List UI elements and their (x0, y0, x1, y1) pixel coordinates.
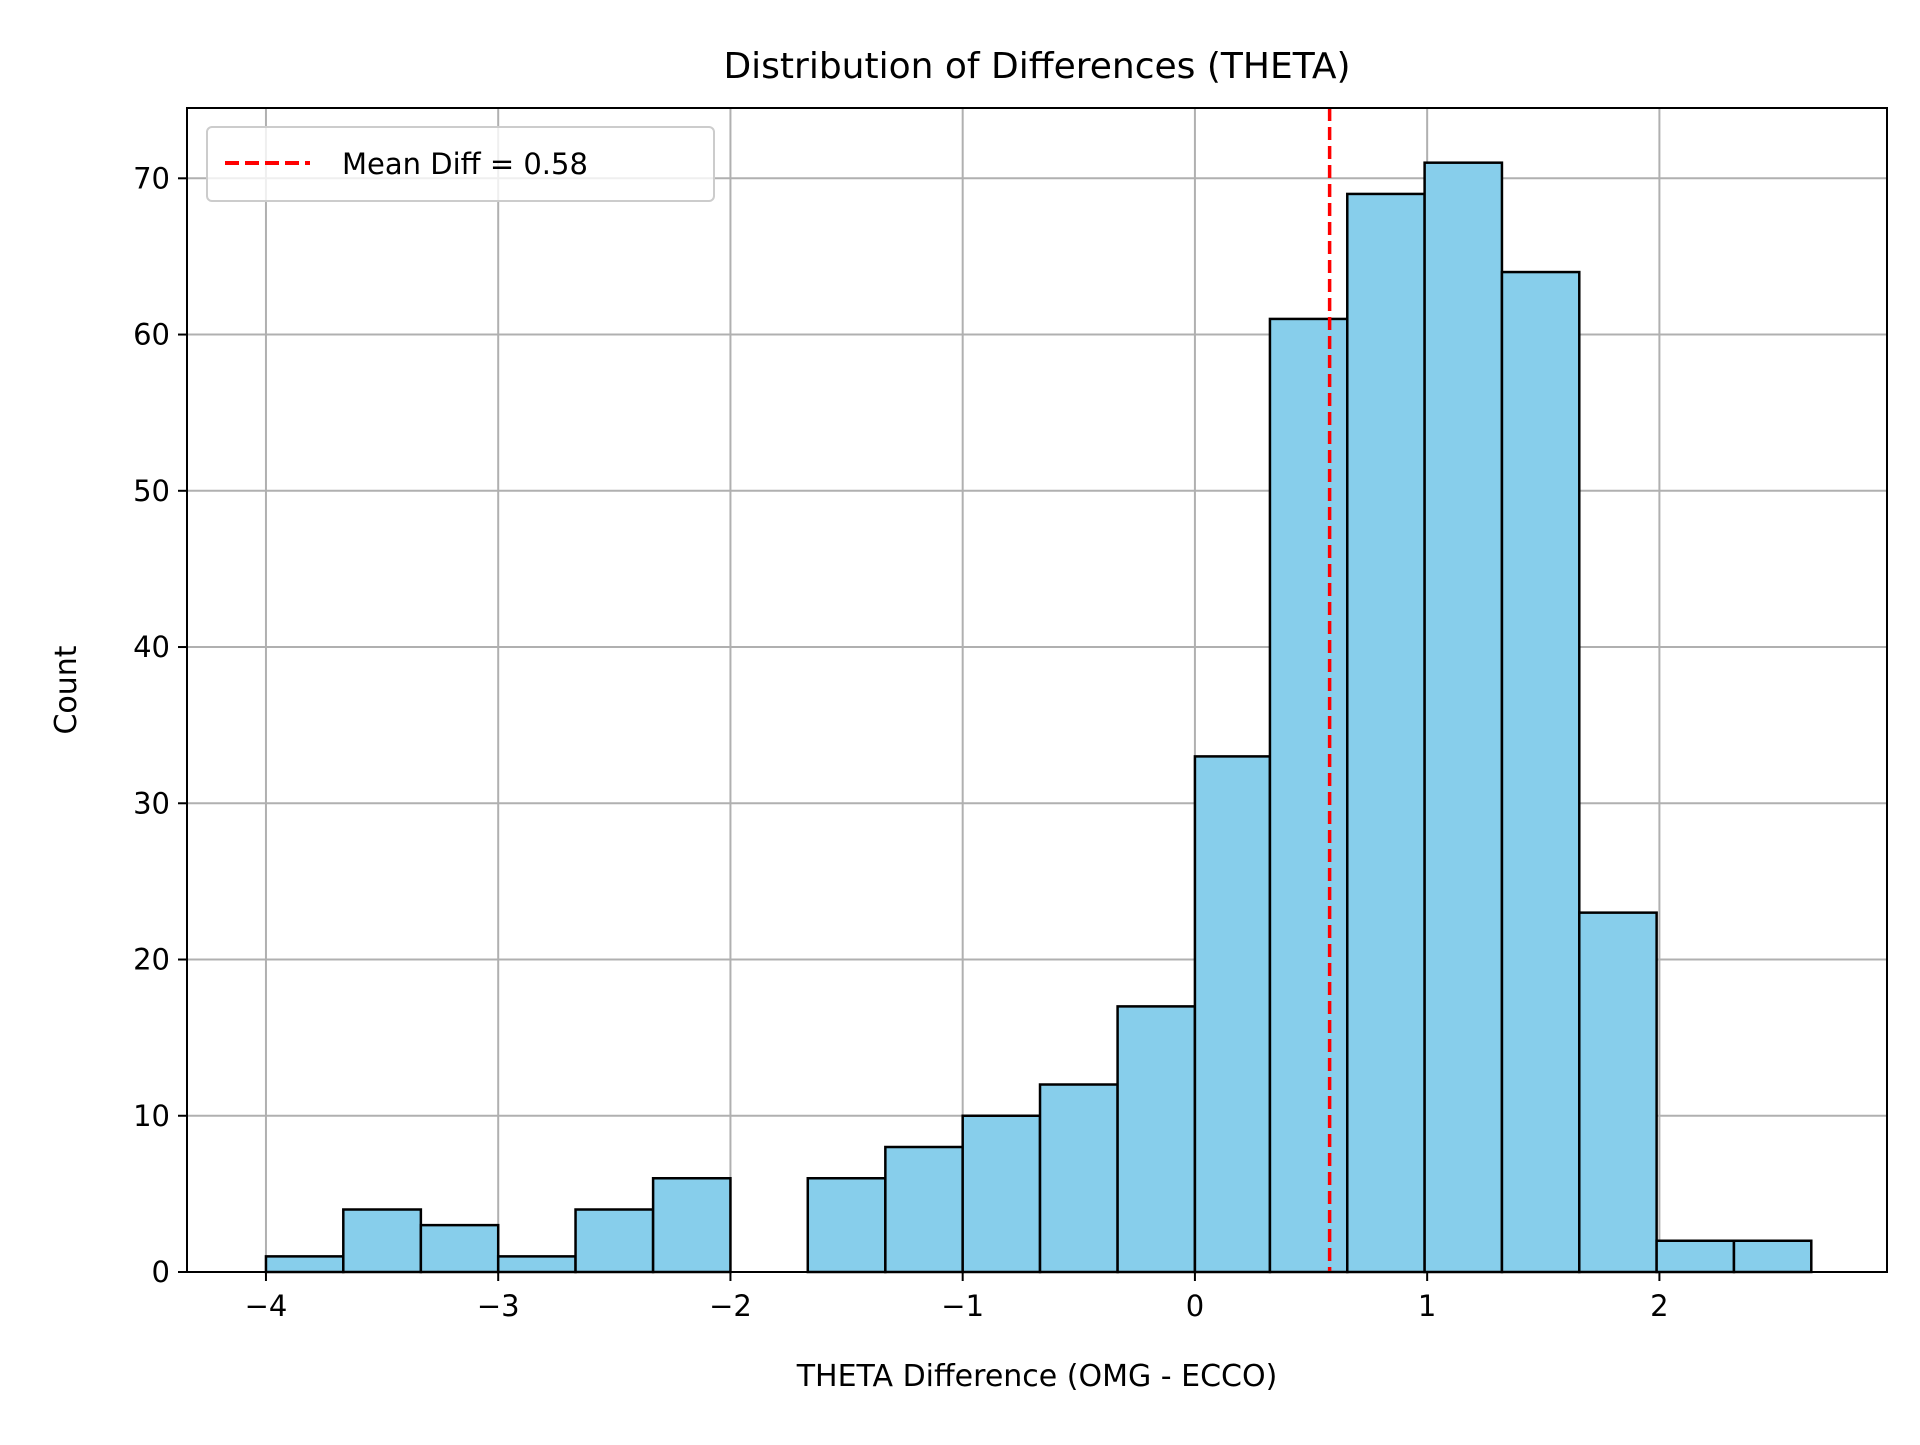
histogram-bar (1655, 1239, 1736, 1274)
histogram-bar (884, 1145, 964, 1274)
y-axis-ticks: 0 10 20 30 40 50 60 70 (133, 161, 187, 1289)
y-tick-label: 40 (133, 630, 170, 664)
y-tick-label: 10 (133, 1099, 170, 1133)
histogram-bar (1732, 1239, 1813, 1274)
y-tick-label: 0 (152, 1255, 170, 1289)
histogram-bar (1578, 911, 1658, 1274)
x-axis-label: THETA Difference (OMG - ECCO) (796, 1359, 1278, 1394)
legend-label: Mean Diff = 0.58 (342, 147, 588, 181)
x-tick-label: 0 (1186, 1289, 1204, 1323)
x-tick-label: 2 (1650, 1289, 1668, 1323)
histogram-bar (264, 1255, 345, 1274)
x-tick-label: −4 (245, 1289, 288, 1323)
x-tick-label: −1 (941, 1289, 984, 1323)
histogram-bars (264, 161, 1813, 1274)
x-tick-label: 1 (1418, 1289, 1436, 1323)
chart-title: Distribution of Differences (THETA) (723, 46, 1350, 87)
y-tick-label: 70 (133, 161, 170, 195)
histogram-bar (342, 1208, 423, 1274)
plot-frame (186, 107, 1888, 1273)
histogram-bar (1038, 1083, 1119, 1274)
x-axis-ticks: −4 −3 −2 −1 0 1 2 (245, 1272, 1669, 1323)
histogram-bar (651, 1177, 732, 1274)
histogram-bar (419, 1223, 500, 1274)
histogram-bar (1193, 755, 1272, 1274)
y-axis-label: Count (49, 645, 84, 734)
y-tick-label: 60 (133, 318, 170, 352)
y-tick-label: 50 (133, 474, 170, 508)
legend-box (206, 126, 715, 202)
y-tick-label: 30 (133, 786, 170, 820)
x-tick-label: −2 (709, 1289, 752, 1323)
legend: Mean Diff = 0.58 (206, 126, 715, 202)
histogram-bar (1346, 192, 1426, 1274)
histogram-bar (1423, 161, 1504, 1274)
histogram-bar (496, 1255, 577, 1274)
y-tick-label: 20 (133, 943, 170, 977)
histogram-bar (806, 1177, 887, 1274)
histogram-bar (574, 1208, 655, 1274)
histogram-bar (1500, 270, 1581, 1274)
histogram-bar (961, 1114, 1042, 1274)
histogram-bar (1268, 317, 1349, 1274)
histogram-bar (1116, 1005, 1197, 1274)
x-tick-label: −3 (477, 1289, 520, 1323)
